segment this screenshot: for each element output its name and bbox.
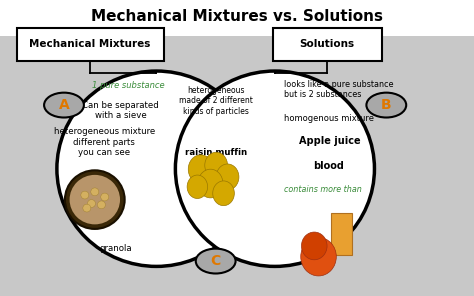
Circle shape — [198, 169, 223, 198]
Circle shape — [88, 200, 95, 207]
Circle shape — [213, 181, 234, 206]
Text: heterogeneous mixture
different parts
you can see: heterogeneous mixture different parts yo… — [54, 127, 155, 157]
Circle shape — [187, 175, 208, 199]
Circle shape — [83, 204, 91, 212]
Text: B: B — [381, 98, 392, 112]
Text: Mechanical Mixtures: Mechanical Mixtures — [29, 39, 151, 49]
FancyBboxPatch shape — [273, 28, 382, 61]
Text: looks like a pure substance
but is 2 substances: looks like a pure substance but is 2 sub… — [284, 80, 394, 99]
Circle shape — [65, 170, 125, 229]
Bar — [0, 0, 474, 36]
Circle shape — [301, 237, 336, 276]
Circle shape — [188, 155, 213, 184]
Text: homogenous mixture: homogenous mixture — [284, 114, 374, 123]
Text: Solutions: Solutions — [300, 39, 355, 49]
FancyBboxPatch shape — [331, 213, 352, 255]
Circle shape — [91, 188, 99, 196]
Circle shape — [101, 193, 109, 201]
Circle shape — [44, 93, 84, 118]
Text: C: C — [210, 254, 221, 268]
Text: Apple juice: Apple juice — [299, 136, 360, 146]
Text: heterogeneous
made of 2 different
kinds of particles: heterogeneous made of 2 different kinds … — [179, 86, 253, 116]
Circle shape — [98, 201, 105, 209]
Circle shape — [205, 152, 228, 178]
Circle shape — [196, 249, 236, 274]
Text: raisin muffin: raisin muffin — [184, 148, 247, 157]
Text: 1 pure substance: 1 pure substance — [92, 81, 165, 90]
Text: blood: blood — [313, 161, 344, 171]
Circle shape — [81, 191, 89, 199]
Circle shape — [216, 164, 239, 190]
Ellipse shape — [57, 71, 256, 266]
Circle shape — [70, 175, 120, 224]
Text: contains more than: contains more than — [284, 185, 362, 194]
Circle shape — [366, 93, 406, 118]
Text: A: A — [59, 98, 69, 112]
Text: Can be separated
with a sieve: Can be separated with a sieve — [82, 101, 159, 120]
Ellipse shape — [175, 71, 374, 266]
Text: granola: granola — [100, 244, 132, 253]
FancyBboxPatch shape — [17, 28, 164, 61]
Circle shape — [301, 232, 327, 260]
Text: Mechanical Mixtures vs. Solutions: Mechanical Mixtures vs. Solutions — [91, 9, 383, 24]
